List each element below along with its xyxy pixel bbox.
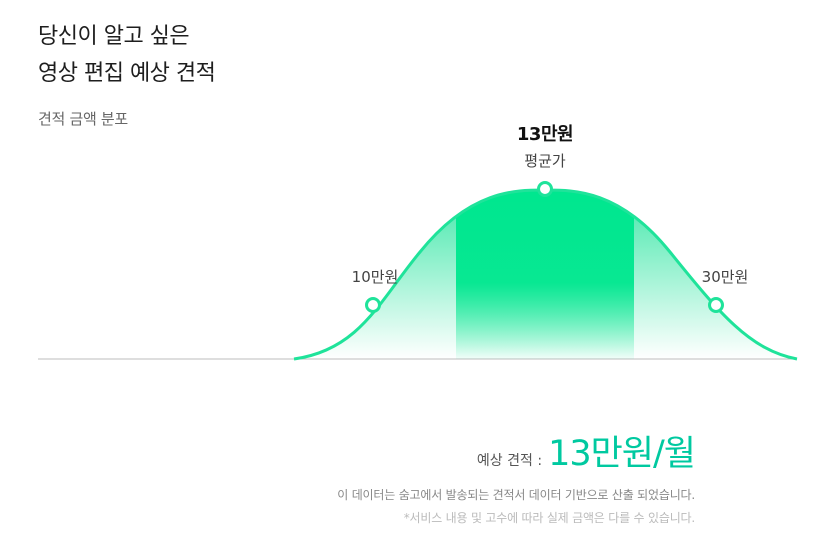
low-price-label: 10만원 [351,268,399,286]
estimate-summary: 예상 견적 : 13만원/월 [476,425,696,476]
average-price-label: 평균가 [524,152,566,170]
headline-line-1: 당신이 알고 싶은 [38,24,190,49]
average-price-marker [537,181,553,197]
average-range-band [456,190,634,359]
disclaimer-note: *서비스 내용 및 고수에 따라 실제 금액은 다를 수 있습니다. [403,511,695,525]
estimate-label: 예상 견적 : [476,453,543,469]
headline: 당신이 알고 싶은 영상 편집 예상 견적 [38,18,216,92]
high-price-marker [708,297,724,313]
chart-subtitle: 견적 금액 분포 [38,110,128,128]
average-price-value: 13만원 [516,124,574,145]
headline-line-2: 영상 편집 예상 견적 [38,61,216,86]
low-price-marker [365,297,381,313]
estimate-value: 13만원/월 [548,434,696,474]
high-price-label: 30만원 [701,268,749,286]
data-source-note: 이 데이터는 숨고에서 발송되는 견적서 데이터 기반으로 산출 되었습니다. [337,488,695,502]
